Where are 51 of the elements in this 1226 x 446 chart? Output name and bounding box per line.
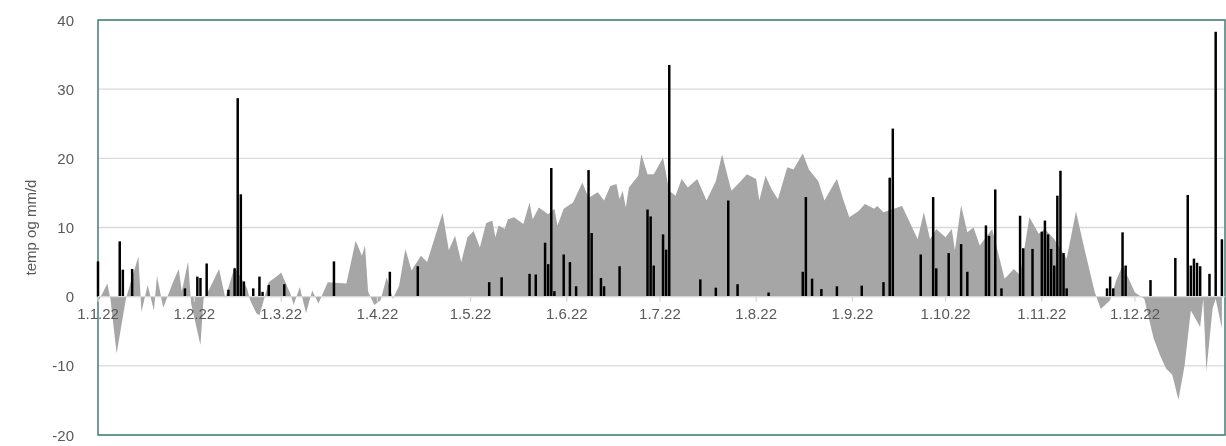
bar xyxy=(528,273,531,297)
bar xyxy=(736,284,739,297)
bar xyxy=(500,277,503,297)
bar xyxy=(236,98,239,297)
x-tick-label: 1.6.22 xyxy=(545,305,588,323)
y-tick-label: 20 xyxy=(57,149,74,167)
y-tick-label: 30 xyxy=(57,80,74,98)
x-tick-label: 1.12.22 xyxy=(1109,305,1160,323)
bar xyxy=(205,263,208,297)
bar xyxy=(1174,257,1177,297)
x-tick-label: 1.5.22 xyxy=(449,305,492,323)
bar xyxy=(1208,273,1211,297)
bar xyxy=(1214,31,1217,297)
y-tick-label: 0 xyxy=(65,288,74,306)
bar xyxy=(196,276,199,297)
bar xyxy=(1031,248,1034,297)
bar xyxy=(550,168,553,297)
y-tick-label: 10 xyxy=(57,219,74,236)
x-tick-label: 1.4.22 xyxy=(356,305,399,323)
x-tick-label: 1.11.22 xyxy=(1017,305,1067,323)
x-tick-label: 1.7.22 xyxy=(639,305,681,323)
bar xyxy=(618,266,621,297)
bar xyxy=(118,241,121,297)
bar xyxy=(668,64,671,297)
bar xyxy=(1149,280,1152,297)
y-axis-title: temp og mm/d xyxy=(21,179,39,276)
bar xyxy=(882,282,885,297)
y-tick-label: 40 xyxy=(57,11,74,29)
bar xyxy=(646,209,649,297)
y-tick-label: -10 xyxy=(52,357,74,375)
bar xyxy=(283,284,286,297)
bar xyxy=(966,271,969,297)
bar xyxy=(258,276,261,297)
y-tick-label: -20 xyxy=(52,426,74,444)
x-tick-label: 1.8.22 xyxy=(735,305,778,323)
bar xyxy=(227,289,230,297)
bar xyxy=(947,253,950,297)
x-tick-label: 1.3.22 xyxy=(260,305,303,323)
bar xyxy=(1000,288,1003,297)
bar xyxy=(199,277,202,297)
bar xyxy=(919,254,922,297)
x-tick-label: 1.9.22 xyxy=(831,305,874,323)
bar xyxy=(587,170,590,297)
x-tick-label: 1.10.22 xyxy=(920,305,971,323)
bar xyxy=(820,289,823,297)
bar xyxy=(767,292,770,297)
bar xyxy=(1059,170,1062,297)
bar xyxy=(699,279,702,297)
bar xyxy=(1121,232,1124,297)
x-tick-label: 1.2.22 xyxy=(173,305,216,323)
bar xyxy=(562,254,565,297)
